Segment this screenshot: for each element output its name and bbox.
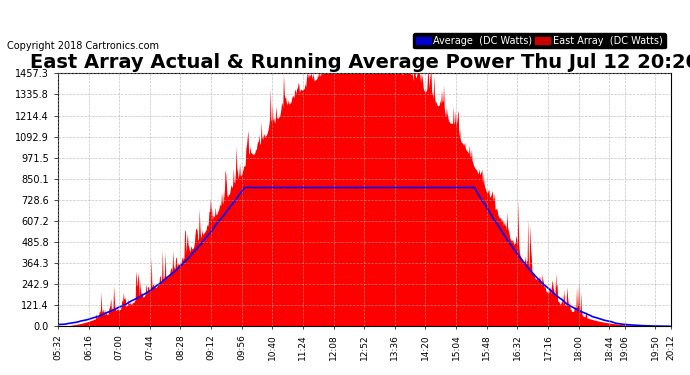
Legend: Average  (DC Watts), East Array  (DC Watts): Average (DC Watts), East Array (DC Watts… — [413, 33, 666, 48]
Title: East Array Actual & Running Average Power Thu Jul 12 20:20: East Array Actual & Running Average Powe… — [30, 53, 690, 72]
Text: Copyright 2018 Cartronics.com: Copyright 2018 Cartronics.com — [7, 41, 159, 51]
